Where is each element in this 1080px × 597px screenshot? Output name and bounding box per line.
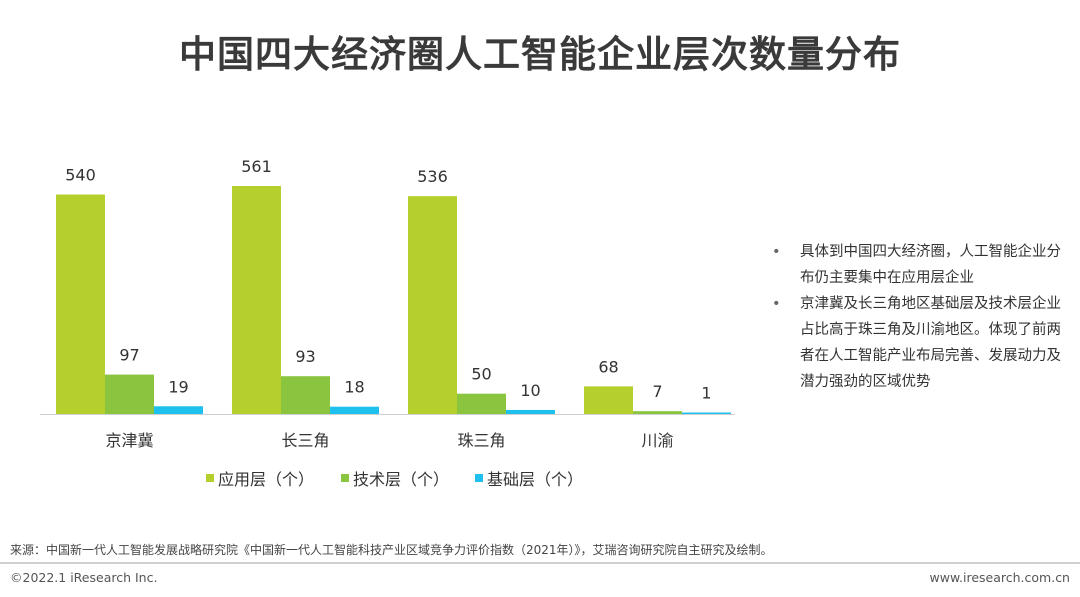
legend-swatch <box>206 474 214 482</box>
source-note: 来源：中国新一代人工智能发展战略研究院《中国新一代人工智能科技产业区域竞争力评价… <box>10 543 773 557</box>
data-label: 561 <box>241 157 272 176</box>
bullet-icon: • <box>772 244 781 260</box>
data-label: 93 <box>295 347 315 366</box>
note-item: • 具体到中国四大经济圈，人工智能企业分布仍主要集中在应用层企业 <box>772 239 1062 291</box>
website-link[interactable]: www.iresearch.com.cn <box>929 570 1071 585</box>
data-label: 68 <box>598 357 618 376</box>
bar <box>633 411 682 414</box>
note-item: • 京津冀及长三角地区基础层及技术层企业占比高于珠三角及川渝地区。体现了前两者在… <box>772 291 1062 395</box>
bar <box>105 374 154 414</box>
data-label: 7 <box>652 382 662 401</box>
bar <box>584 386 633 414</box>
chart-title: 中国四大经济圈人工智能企业层次数量分布 <box>179 33 901 76</box>
data-label: 19 <box>168 377 188 396</box>
data-label: 540 <box>65 166 96 185</box>
bar <box>682 412 731 414</box>
notes-panel: • 具体到中国四大经济圈，人工智能企业分布仍主要集中在应用层企业 • 京津冀及长… <box>772 239 1062 395</box>
legend-label: 基础层（个） <box>487 470 583 489</box>
copyright: ©2022.1 iResearch Inc. <box>10 570 158 585</box>
x-tick-label: 川渝 <box>641 431 673 450</box>
bar <box>281 376 330 414</box>
legend-label: 应用层（个） <box>218 470 314 489</box>
data-label: 50 <box>471 365 491 384</box>
bar <box>408 196 457 414</box>
data-label: 18 <box>344 378 364 397</box>
x-tick-label: 长三角 <box>281 431 329 450</box>
data-label: 97 <box>119 346 139 365</box>
data-label: 536 <box>417 167 448 186</box>
bar-chart: 540 97 19 京津冀 561 93 18 长三角 536 50 10 珠三角 68 7 1 川渝应用层（… <box>40 157 735 489</box>
data-label: 10 <box>520 381 540 400</box>
bar <box>506 409 555 414</box>
footer-divider <box>0 562 1080 564</box>
x-tick-label: 京津冀 <box>105 431 153 450</box>
legend-label: 技术层（个） <box>353 470 449 489</box>
bullet-icon: • <box>772 296 781 312</box>
bar <box>330 406 379 414</box>
x-tick-label: 珠三角 <box>457 431 505 450</box>
bar <box>457 393 506 414</box>
bar <box>232 186 281 414</box>
bar <box>56 194 105 414</box>
data-label: 1 <box>701 384 711 403</box>
legend-swatch <box>475 474 483 482</box>
bar <box>154 406 203 414</box>
note-text: 具体到中国四大经济圈，人工智能企业分布仍主要集中在应用层企业 <box>800 244 1061 286</box>
legend-swatch <box>341 474 349 482</box>
note-text: 京津冀及长三角地区基础层及技术层企业占比高于珠三角及川渝地区。体现了前两者在人工… <box>800 296 1061 390</box>
